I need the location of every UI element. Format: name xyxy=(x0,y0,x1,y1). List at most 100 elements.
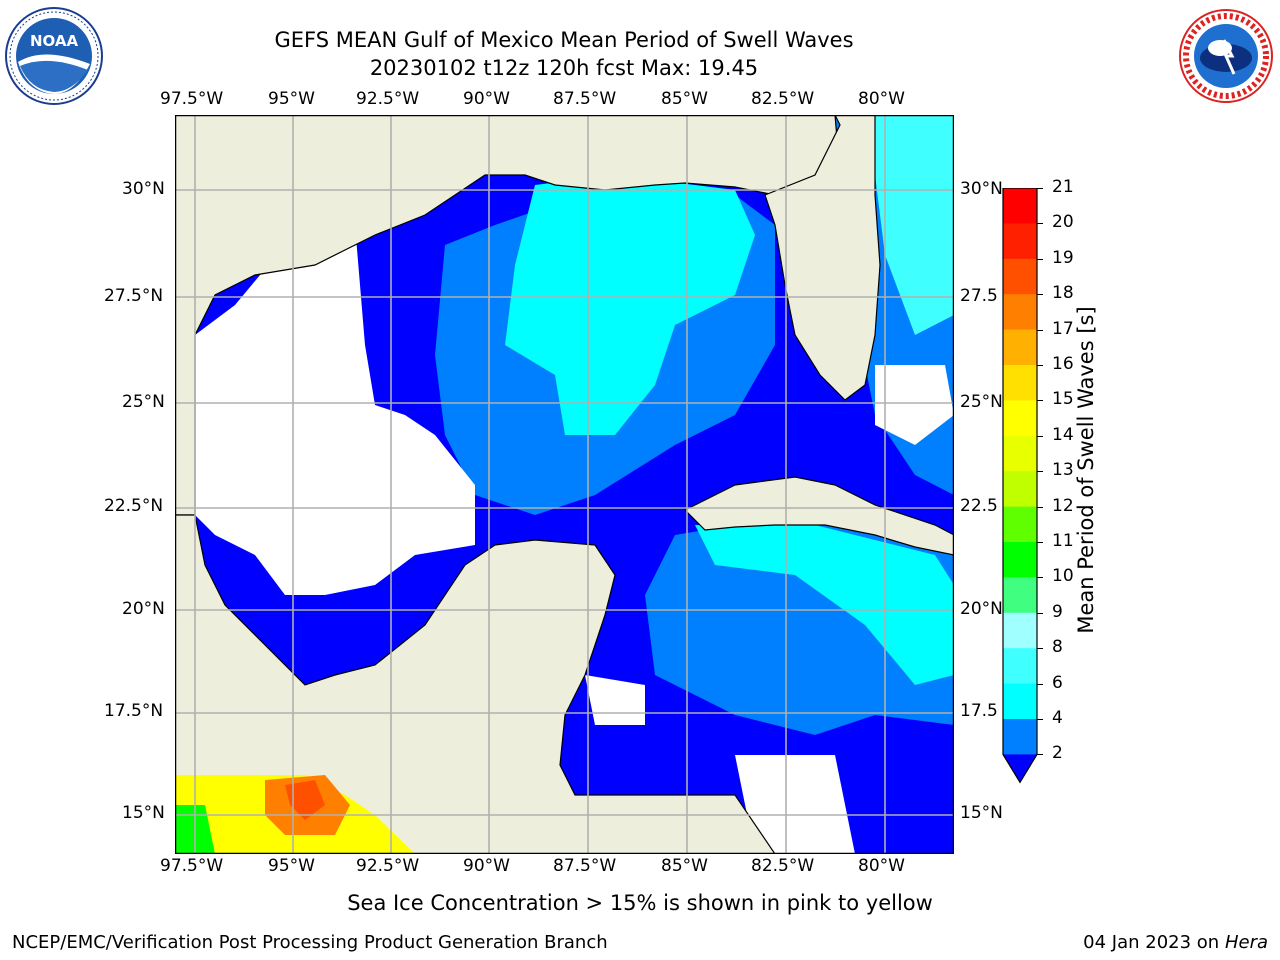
colorbar-tick-label: 4 xyxy=(1052,708,1063,728)
lon-label-bottom-2: 95°W xyxy=(268,856,315,876)
colorbar-swatch-15 xyxy=(1003,400,1037,437)
cyan-core-atlantic xyxy=(875,115,954,335)
lat-label-right-7: 15°N xyxy=(960,803,1003,823)
colorbar-swatch-9 xyxy=(1003,612,1037,649)
colorbar-tick-label: 9 xyxy=(1052,601,1063,622)
colorbar-swatch-20 xyxy=(1003,223,1037,260)
lon-label-top-1: 97.5°W xyxy=(160,89,224,109)
lon-label-top-2: 95°W xyxy=(268,89,315,109)
lat-label-left-4: 22.5°N xyxy=(104,496,164,516)
chart-subtitle: 20230102 t12z 120h fcst Max: 19.45 xyxy=(369,56,759,80)
lon-label-bottom-1: 97.5°W xyxy=(160,856,224,876)
colorbar-tick-label: 2 xyxy=(1052,743,1063,764)
footer-machine: Hera xyxy=(1224,932,1268,953)
colorbar-tick-label: 14 xyxy=(1052,424,1074,445)
lon-label-bottom-8: 80°W xyxy=(858,856,905,876)
lat-label-left-7: 15°N xyxy=(122,803,165,823)
lat-label-right-1: 30°N xyxy=(960,179,1003,199)
footer-date: 04 Jan 2023 on Hera xyxy=(1083,932,1268,953)
colorbar-tick-mark xyxy=(1037,612,1043,614)
colorbar-swatch-16 xyxy=(1003,365,1037,401)
colorbar-tick-mark xyxy=(1037,435,1043,437)
colorbar-tick-mark xyxy=(1037,329,1043,331)
lon-label-top-5: 87.5°W xyxy=(553,89,617,109)
colorbar-swatch-13 xyxy=(1003,471,1037,508)
lat-label-left-3: 25°N xyxy=(122,392,165,412)
colorbar-tick-mark xyxy=(1037,223,1043,225)
colorbar-tick-mark xyxy=(1037,294,1043,296)
colorbar-tick-label: 16 xyxy=(1052,354,1074,374)
lat-label-right-4: 22.5 xyxy=(960,496,998,516)
colorbar-swatch-4 xyxy=(1003,719,1037,755)
honduras-calm-area xyxy=(735,755,855,854)
swell-period-map xyxy=(174,114,955,855)
lat-label-left-5: 20°N xyxy=(122,599,165,619)
bahamas-calm-area xyxy=(875,365,954,445)
colorbar-swatch-21 xyxy=(1003,188,1037,224)
colorbar-tick-label: 11 xyxy=(1052,531,1074,551)
map-graticule xyxy=(175,115,954,854)
colorbar-tick-label: 17 xyxy=(1052,318,1074,339)
footer-date-text: 04 Jan 2023 on xyxy=(1083,932,1225,953)
mexico-central-america-land xyxy=(174,514,777,855)
footer-source: NCEP/EMC/Verification Post Processing Pr… xyxy=(12,932,608,953)
colorbar-tick-label: 12 xyxy=(1052,495,1074,516)
lat-label-right-5: 20°N xyxy=(960,599,1003,619)
cyan-core-gulf xyxy=(505,175,755,435)
colorbar xyxy=(1000,187,1040,784)
colorbar-frame xyxy=(1002,187,1038,784)
colorbar-tick-label: 21 xyxy=(1052,177,1074,197)
colorbar-tick-mark xyxy=(1037,258,1043,260)
colorbar-tick-mark xyxy=(1037,577,1043,579)
colorbar-tick-label: 8 xyxy=(1052,637,1063,658)
map-panel xyxy=(174,114,955,855)
lon-label-bottom-5: 87.5°W xyxy=(553,856,617,876)
lon-label-bottom-3: 92.5°W xyxy=(356,856,420,876)
sea-ice-note: Sea Ice Concentration > 15% is shown in … xyxy=(347,891,933,915)
colorbar-swatch-8 xyxy=(1003,648,1037,685)
colorbar-tick-mark xyxy=(1037,188,1043,189)
colorbar-tick-mark xyxy=(1037,471,1043,473)
svg-text:NOAA: NOAA xyxy=(30,32,79,50)
colorbar-swatch-14 xyxy=(1003,435,1037,472)
colorbar-tick-label: 6 xyxy=(1052,672,1063,693)
colorbar-tick-label: 18 xyxy=(1052,283,1074,304)
colorbar-swatch-10 xyxy=(1003,577,1037,614)
lon-label-top-6: 85°W xyxy=(661,89,708,109)
lon-label-bottom-4: 90°W xyxy=(463,856,510,876)
colorbar-tick-mark xyxy=(1037,365,1043,366)
florida-peninsula xyxy=(764,114,881,401)
map-frame xyxy=(174,114,955,855)
colorbar-tick-label: 15 xyxy=(1052,389,1074,410)
colorbar-tick-label: 13 xyxy=(1052,460,1074,481)
chart-title: GEFS MEAN Gulf of Mexico Mean Period of … xyxy=(274,28,854,52)
colorbar-swatch-17 xyxy=(1003,329,1037,366)
lon-label-top-3: 92.5°W xyxy=(356,89,420,109)
colorbar-tick-mark xyxy=(1037,506,1043,508)
colorbar-swatch-19 xyxy=(1003,258,1037,295)
lat-label-right-2: 27.5 xyxy=(960,286,998,306)
lat-label-left-6: 17.5°N xyxy=(104,701,164,721)
colorbar-tick-mark xyxy=(1037,400,1043,402)
colorbar-swatch-11 xyxy=(1003,542,1037,578)
colorbar-tick-label: 20 xyxy=(1052,212,1074,233)
colorbar-tick-mark xyxy=(1037,754,1043,756)
lat-label-left-2: 27.5°N xyxy=(104,286,164,306)
colorbar-tick-mark xyxy=(1037,648,1043,650)
noaa-logo: NOAA xyxy=(4,6,104,106)
pacific-red-region xyxy=(285,780,325,820)
colorbar-swatch-18 xyxy=(1003,294,1037,331)
lon-label-bottom-7: 82.5°W xyxy=(751,856,815,876)
colorbar-swatch-12 xyxy=(1003,506,1037,543)
colorbar-label: Mean Period of Swell Waves [s] xyxy=(1074,306,1098,634)
colorbar-tick-label: 19 xyxy=(1052,247,1074,268)
colorbar-ticks: 21 20 19 18 17 16 15 14 13 12 11 10 9 8 6 4 2 xyxy=(1037,177,1100,768)
colorbar-tick-label: 10 xyxy=(1052,566,1074,587)
lon-label-top-7: 82.5°W xyxy=(751,89,815,109)
colorbar-swatch-6 xyxy=(1003,683,1037,720)
western-gulf-calm-area xyxy=(195,225,475,595)
cyan-core-caribbean xyxy=(695,525,954,685)
colorbar-tick-mark xyxy=(1037,719,1043,720)
lat-label-left-1: 30°N xyxy=(122,179,165,199)
lon-label-top-8: 80°W xyxy=(858,89,905,109)
